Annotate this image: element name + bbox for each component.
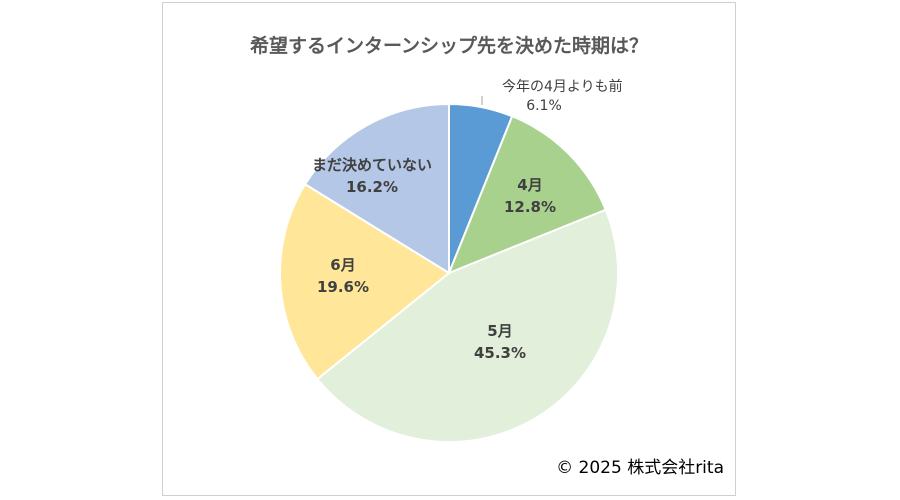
- slice-april: [447, 114, 608, 275]
- label-april-pct: 12.8%: [504, 198, 556, 216]
- label-before-april-pct: 6.1%: [526, 98, 562, 114]
- chart-title: 希望するインターンシップ先を決めた時期は？: [250, 34, 648, 57]
- slice-june: [279, 182, 451, 381]
- label-june-name: 6月: [330, 256, 355, 274]
- pie-slices: [279, 102, 620, 444]
- label-undecided-pct: 16.2%: [346, 178, 398, 196]
- slice-undecided: [303, 102, 450, 275]
- label-may-pct: 45.3%: [474, 344, 526, 362]
- label-april-name: 4月: [517, 176, 542, 194]
- copyright-text: © 2025 株式会社rita: [556, 458, 724, 478]
- label-june-pct: 19.6%: [317, 278, 369, 296]
- label-before-april-name: 今年の4月よりも前: [502, 78, 623, 95]
- label-may-name: 5月: [487, 322, 512, 340]
- label-undecided-name: まだ決めていない: [312, 156, 432, 174]
- slice-may: [316, 208, 620, 444]
